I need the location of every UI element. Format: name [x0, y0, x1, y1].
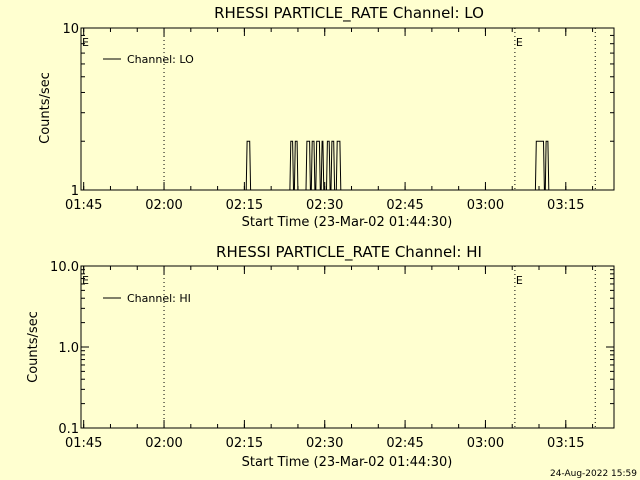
x-tick-label: 02:30 — [306, 198, 343, 213]
x-tick-label: 03:00 — [467, 198, 504, 213]
hi-channel-panel: RHESSI PARTICLE_RATE Channel: HI Counts/… — [26, 243, 615, 470]
axis-ticks: 01:45 02:00 02:15 02:30 02:45 03:00 03:15 0.1 1.… — [50, 260, 614, 451]
series-line — [245, 140, 550, 191]
data-series — [245, 140, 550, 191]
legend-entry-lo: Channel: LO — [127, 53, 194, 66]
legend-entry-hi: Channel: HI — [127, 292, 191, 305]
y-axis-label: Counts/sec — [26, 311, 41, 383]
x-tick-label: 01:45 — [65, 436, 102, 451]
chart-title: RHESSI PARTICLE_RATE Channel: HI — [216, 243, 482, 262]
y-axis-label: Counts/sec — [38, 72, 53, 144]
x-axis-label: Start Time (23-Mar-02 01:44:30) — [242, 215, 453, 230]
event-marker-label: E — [82, 36, 89, 49]
generation-timestamp: 24-Aug-2022 15:59 — [550, 469, 637, 479]
x-tick-label: 02:45 — [386, 198, 423, 213]
x-tick-label: 01:45 — [65, 198, 102, 213]
event-marker-label: E — [516, 36, 523, 49]
y-tick-label: 10 — [62, 22, 79, 37]
x-tick-label: 03:15 — [547, 436, 584, 451]
x-tick-label: 02:15 — [226, 198, 263, 213]
y-tick-label: 1.0 — [58, 341, 79, 356]
x-tick-label: 02:15 — [226, 436, 263, 451]
y-tick-label: 10.0 — [50, 260, 79, 275]
legend: Channel: LO — [103, 53, 194, 66]
chart-title: RHESSI PARTICLE_RATE Channel: LO — [214, 4, 484, 23]
legend: Channel: HI — [103, 292, 191, 305]
y-tick-label: 0.1 — [58, 422, 79, 437]
axis-ticks: 01:45 02:00 02:15 02:30 02:45 03:00 03:15 1 10 — [62, 22, 614, 213]
event-marker-label: E — [516, 274, 523, 287]
x-tick-label: 03:00 — [467, 436, 504, 451]
x-axis-label: Start Time (23-Mar-02 01:44:30) — [242, 455, 453, 470]
event-marker-label: E — [82, 274, 89, 287]
x-tick-label: 02:30 — [306, 436, 343, 451]
x-tick-label: 02:45 — [386, 436, 423, 451]
lo-channel-panel: RHESSI PARTICLE_RATE Channel: LO Counts/… — [38, 4, 615, 230]
x-tick-label: 03:15 — [547, 198, 584, 213]
x-tick-label: 02:00 — [145, 198, 182, 213]
y-tick-label: 1 — [71, 184, 79, 199]
x-tick-label: 02:00 — [145, 436, 182, 451]
